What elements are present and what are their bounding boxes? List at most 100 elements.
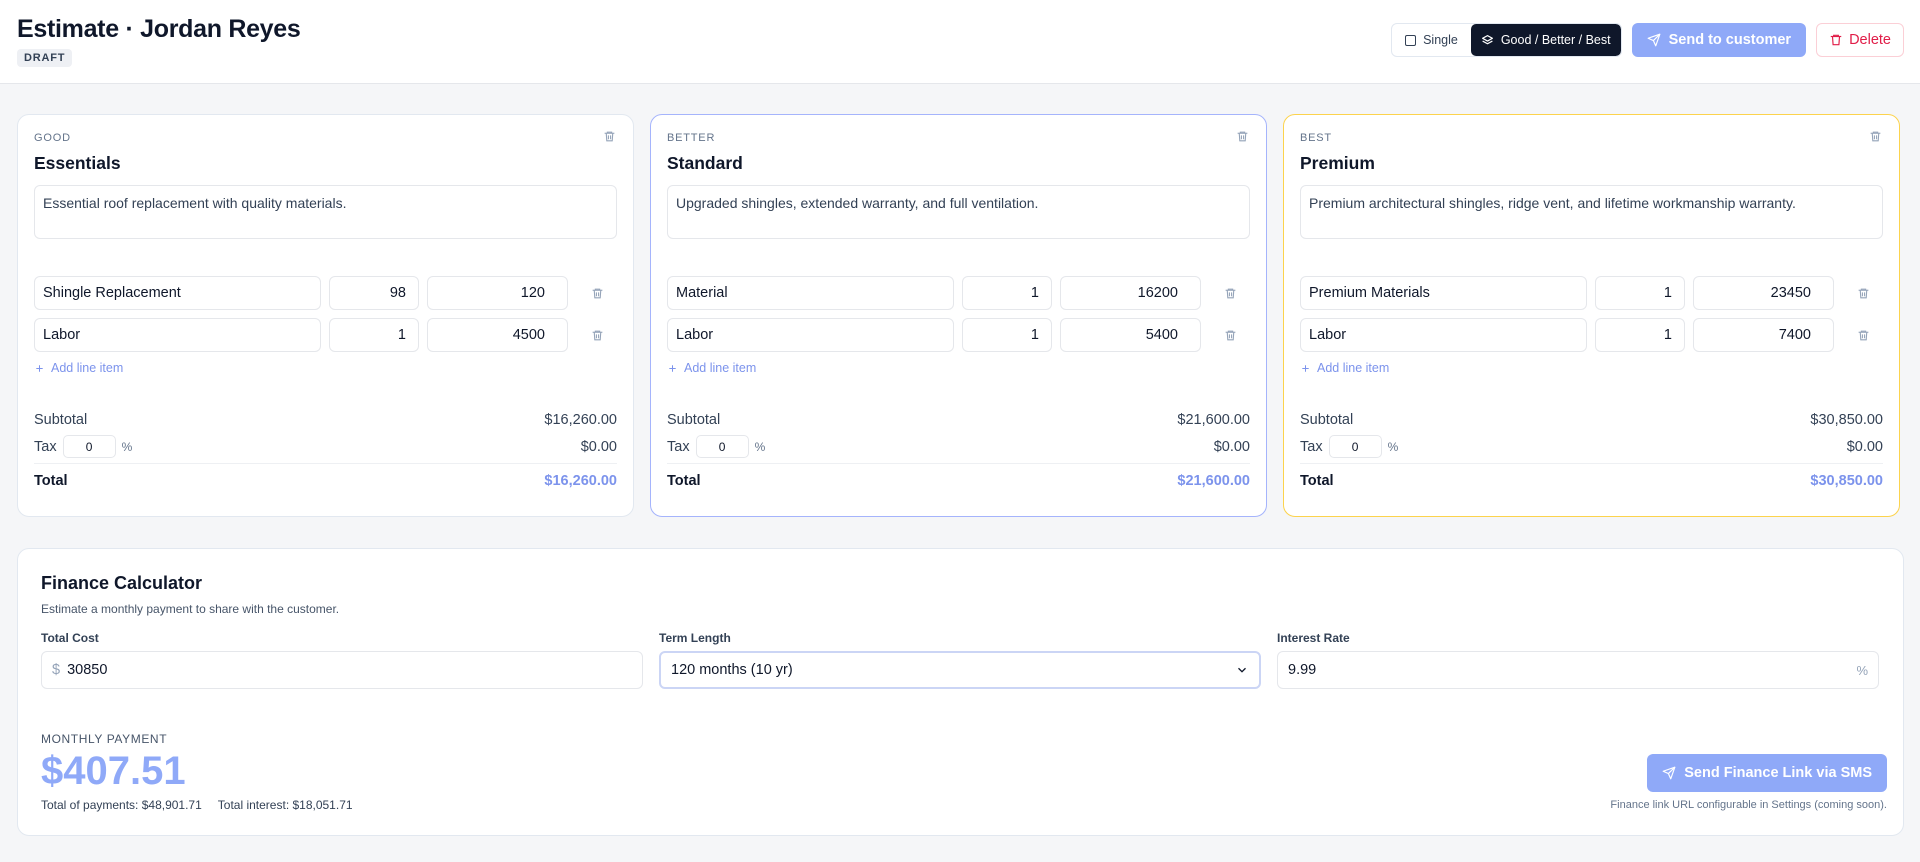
item-qty-input[interactable]: 1 xyxy=(962,318,1052,352)
tax-amount: $0.00 xyxy=(1213,438,1250,455)
total-row: Total $30,850.00 xyxy=(1300,464,1883,497)
tier-tag: GOOD xyxy=(34,132,71,144)
interest-rate-label: Interest Rate xyxy=(1277,631,1350,645)
tier-description-field[interactable]: Premium architectural shingles, ridge ve… xyxy=(1300,185,1883,239)
line-item-row: Material 1 16200 xyxy=(667,276,1250,310)
tier-description-field[interactable]: Upgraded shingles, extended warranty, an… xyxy=(667,185,1250,239)
layers-icon xyxy=(1481,34,1494,47)
tier-description-field[interactable]: Essential roof replacement with quality … xyxy=(34,185,617,239)
delete-item-icon[interactable] xyxy=(1857,329,1870,342)
page-title: Estimate · Jordan Reyes xyxy=(17,15,301,43)
finance-fields: Total Cost $ 30850 Term Length 120 month… xyxy=(41,631,1880,689)
tax-amount: $0.00 xyxy=(1846,438,1883,455)
tier-card-best: BEST Premium Premium architectural shing… xyxy=(1283,114,1900,517)
item-price-input[interactable]: 7400 xyxy=(1693,318,1834,352)
subtotal-label: Subtotal xyxy=(1300,412,1354,428)
tier-totals: Subtotal $16,260.00 Tax 0 % $0.00 Total … xyxy=(34,410,617,497)
line-item-row: Shingle Replacement 98 120 xyxy=(34,276,617,310)
tax-controls: Tax 0 % xyxy=(667,435,765,458)
tier-name: Essentials xyxy=(34,153,121,173)
item-price-input[interactable]: 5400 xyxy=(1060,318,1201,352)
total-cost-value: 30850 xyxy=(67,662,108,678)
interest-rate-value: 9.99 xyxy=(1288,662,1317,678)
item-name-input[interactable]: Labor xyxy=(1300,318,1587,352)
item-qty-input[interactable]: 1 xyxy=(1595,318,1685,352)
mode-toggle: Single Good / Better / Best xyxy=(1391,23,1622,57)
square-icon xyxy=(1405,34,1417,46)
delete-tier-icon[interactable] xyxy=(603,130,616,143)
tier-name: Standard xyxy=(667,153,743,173)
send-icon xyxy=(1647,33,1661,47)
delete-tier-icon[interactable] xyxy=(1869,130,1882,143)
finance-calculator: Finance Calculator Estimate a monthly pa… xyxy=(17,548,1904,836)
delete-button[interactable]: Delete xyxy=(1816,23,1904,57)
tax-rate-input[interactable]: 0 xyxy=(62,435,116,458)
item-price-input[interactable]: 4500 xyxy=(427,318,568,352)
trash-icon xyxy=(1829,33,1843,47)
plus-icon xyxy=(34,363,45,374)
delete-tier-icon[interactable] xyxy=(1236,130,1249,143)
send-sms-label: Send Finance Link via SMS xyxy=(1684,765,1872,781)
tier-name: Premium xyxy=(1300,153,1375,173)
interest-rate-input[interactable]: 9.99 % xyxy=(1277,651,1879,689)
total-label: Total xyxy=(667,472,701,489)
send-finance-link-sms-button[interactable]: Send Finance Link via SMS xyxy=(1647,754,1887,792)
item-qty-input[interactable]: 1 xyxy=(1595,276,1685,310)
tax-label: Tax xyxy=(34,438,57,455)
delete-item-icon[interactable] xyxy=(1857,287,1870,300)
tier-tag: BETTER xyxy=(667,132,716,144)
item-name-input[interactable]: Premium Materials xyxy=(1300,276,1587,310)
dollar-prefix: $ xyxy=(52,662,61,678)
delete-item-icon[interactable] xyxy=(1224,287,1237,300)
delete-item-icon[interactable] xyxy=(591,287,604,300)
total-cost-input-content: $ 30850 xyxy=(52,662,107,678)
add-line-item-button[interactable]: Add line item xyxy=(667,361,1250,375)
item-qty-input[interactable]: 1 xyxy=(329,318,419,352)
total-row: Total $21,600.00 xyxy=(667,464,1250,497)
item-name-input[interactable]: Material xyxy=(667,276,954,310)
total-cost-input[interactable]: $ 30850 xyxy=(41,651,643,689)
item-qty-input[interactable]: 98 xyxy=(329,276,419,310)
add-line-item-button[interactable]: Add line item xyxy=(34,361,617,375)
term-length-select[interactable]: 120 months (10 yr) xyxy=(659,651,1261,689)
line-items: Shingle Replacement 98 120 Labor 1 4500 xyxy=(34,276,617,352)
tier-totals: Subtotal $30,850.00 Tax 0 % $0.00 Total … xyxy=(1300,410,1883,497)
tax-rate-input[interactable]: 0 xyxy=(1328,435,1382,458)
add-line-item-label: Add line item xyxy=(51,361,124,375)
page-header: Estimate · Jordan Reyes DRAFT Single Goo… xyxy=(0,0,1920,84)
total-of-payments: Total of payments: $48,901.71 xyxy=(41,798,202,812)
item-price-input[interactable]: 16200 xyxy=(1060,276,1201,310)
item-name-input[interactable]: Labor xyxy=(667,318,954,352)
tier-card-good: GOOD Essentials Essential roof replaceme… xyxy=(17,114,634,517)
item-qty-input[interactable]: 1 xyxy=(962,276,1052,310)
title-block: Estimate · Jordan Reyes DRAFT xyxy=(17,14,301,67)
delete-label: Delete xyxy=(1849,32,1891,48)
tax-rate-input[interactable]: 0 xyxy=(695,435,749,458)
subtotal-row: Subtotal $30,850.00 xyxy=(1300,410,1883,430)
tax-controls: Tax 0 % xyxy=(34,435,132,458)
send-icon xyxy=(1662,766,1676,780)
send-to-customer-button[interactable]: Send to customer xyxy=(1631,23,1807,57)
add-line-item-label: Add line item xyxy=(1317,361,1390,375)
tax-label: Tax xyxy=(667,438,690,455)
add-line-item-label: Add line item xyxy=(684,361,757,375)
tax-amount: $0.00 xyxy=(580,438,617,455)
tier-cards: GOOD Essentials Essential roof replaceme… xyxy=(0,84,1920,517)
monthly-payment-label: MONTHLY PAYMENT xyxy=(41,732,168,746)
line-item-row: Labor 1 4500 xyxy=(34,318,617,352)
add-line-item-button[interactable]: Add line item xyxy=(1300,361,1883,375)
item-name-input[interactable]: Shingle Replacement xyxy=(34,276,321,310)
delete-item-icon[interactable] xyxy=(1224,329,1237,342)
item-price-input[interactable]: 120 xyxy=(427,276,568,310)
delete-item-icon[interactable] xyxy=(591,329,604,342)
mode-single-button[interactable]: Single xyxy=(1392,24,1471,56)
item-price-input[interactable]: 23450 xyxy=(1693,276,1834,310)
total-value: $30,850.00 xyxy=(1810,472,1883,489)
line-items: Material 1 16200 Labor 1 5400 xyxy=(667,276,1250,352)
total-interest: Total interest: $18,051.71 xyxy=(217,798,353,812)
total-row: Total $16,260.00 xyxy=(34,464,617,497)
mode-single-label: Single xyxy=(1423,33,1458,47)
subtotal-row: Subtotal $21,600.00 xyxy=(667,410,1250,430)
item-name-input[interactable]: Labor xyxy=(34,318,321,352)
mode-gbb-button[interactable]: Good / Better / Best xyxy=(1470,24,1621,56)
